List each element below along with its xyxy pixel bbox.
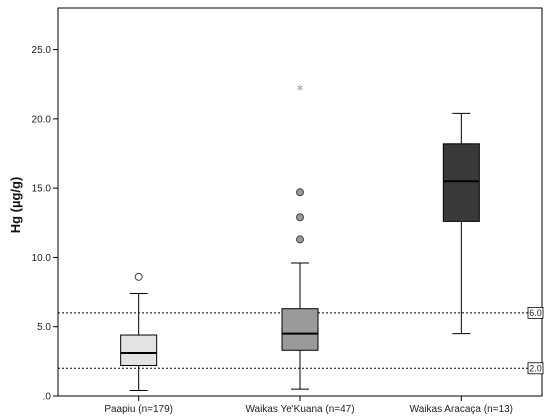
box-iqr	[120, 334, 158, 367]
y-tick-label: 20.0	[32, 114, 52, 125]
outlier-point	[296, 213, 304, 222]
reference-line-label: 2.0	[529, 363, 542, 373]
box-iqr	[281, 308, 319, 351]
outlier-point	[296, 235, 304, 244]
outlier-point	[296, 188, 304, 197]
y-tick-label: 15.0	[32, 184, 52, 195]
x-tick-label: Waikas Aracaça (n=13)	[410, 404, 513, 415]
x-tick-label: Waikas Ye'Kuana (n=47)	[245, 404, 354, 415]
reference-line-label: 6.0	[529, 308, 542, 318]
y-tick-label: 5.0	[37, 322, 51, 333]
box-3	[442, 112, 480, 335]
reference-line-label-box	[527, 362, 544, 375]
box-1	[120, 272, 158, 391]
y-tick-label: 10.0	[32, 253, 52, 264]
y-tick-label: .0	[43, 392, 52, 403]
y-axis-title: Hg (µg/g)	[8, 177, 23, 234]
outlier-point	[134, 272, 143, 281]
box-2: *	[281, 83, 319, 390]
x-tick-label: Paapiu (n=179)	[104, 404, 173, 415]
box-iqr	[442, 143, 480, 222]
reference-line-label-box	[527, 306, 544, 319]
y-tick-label: 25.0	[32, 45, 52, 56]
extreme-outlier-star: *	[297, 83, 304, 99]
